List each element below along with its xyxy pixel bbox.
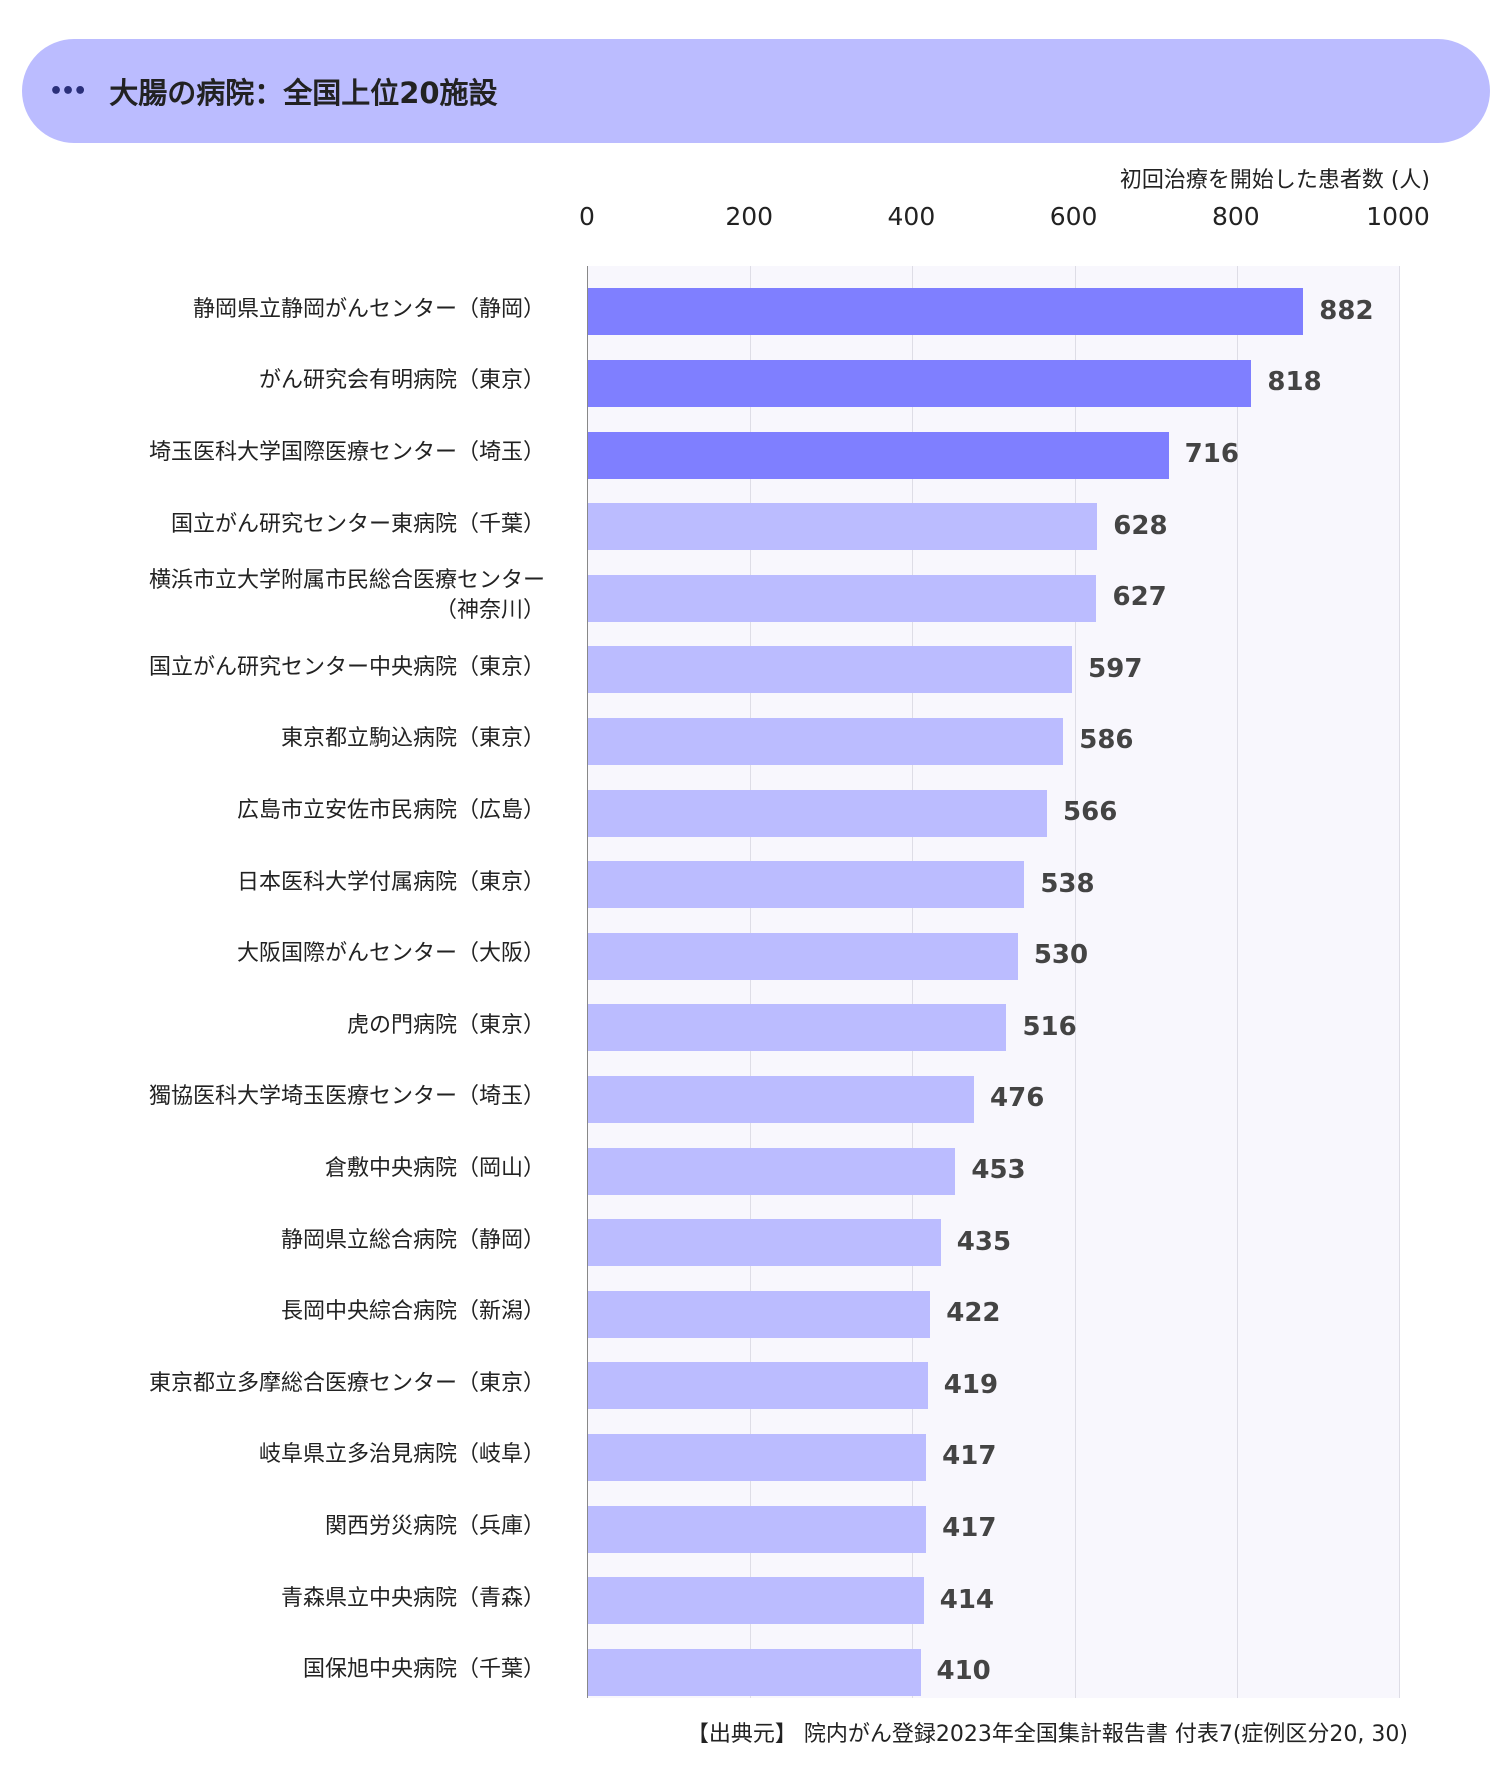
bar — [588, 359, 1252, 407]
bar — [588, 288, 1304, 336]
x-tick-label: 1000 — [1366, 202, 1430, 231]
category-label: 長岡中央綜合病院（新潟） — [281, 1297, 545, 1327]
category-label-line: 大阪国際がんセンター（大阪） — [236, 941, 545, 967]
data-label: 410 — [936, 1656, 991, 1687]
category-label-line: 横浜市立大学附属市民総合医療センター — [148, 568, 545, 594]
category-label-line: 日本医科大学付属病院（東京） — [236, 869, 545, 895]
category-label: 岐阜県立多治見病院（岐阜） — [259, 1440, 545, 1470]
data-label: 586 — [1079, 725, 1134, 756]
bar — [588, 1219, 941, 1267]
data-label: 435 — [956, 1226, 1012, 1257]
category-label: 国保旭中央病院（千葉） — [303, 1655, 545, 1685]
gridline — [1236, 266, 1238, 1698]
bar — [588, 646, 1073, 694]
data-label: 516 — [1022, 1011, 1077, 1042]
bar — [588, 861, 1025, 909]
x-tick-label: 600 — [1049, 202, 1098, 231]
gridline — [1399, 266, 1400, 1698]
bar — [588, 1147, 956, 1195]
category-label: 東京都立駒込病院（東京） — [281, 724, 545, 754]
data-label: 627 — [1112, 582, 1167, 613]
source-note: 【出典元】 院内がん登録2023年全国集計報告書 付表7(症例区分20, 30) — [686, 1722, 1408, 1747]
bar — [588, 789, 1048, 837]
bar — [588, 1075, 975, 1123]
data-label: 628 — [1113, 510, 1168, 541]
bar — [588, 1290, 931, 1338]
category-label-line: 獨協医科大学埼玉医療センター（埼玉） — [148, 1084, 545, 1110]
gridline — [912, 266, 914, 1698]
x-tick-label: 400 — [887, 202, 936, 231]
data-label: 597 — [1088, 653, 1143, 684]
category-label-line: 関西労災病院（兵庫） — [324, 1514, 545, 1539]
category-label-line: 静岡県立総合病院（静岡） — [280, 1227, 545, 1253]
category-label: 東京都立多摩総合医療センター（東京） — [149, 1369, 545, 1399]
x-tick-label: 0 — [579, 202, 595, 231]
data-label: 882 — [1319, 295, 1374, 326]
x-tick-label: 800 — [1211, 202, 1260, 231]
category-label: 大阪国際がんセンター（大阪） — [237, 939, 545, 969]
category-label: 広島市立安佐市民病院（広島） — [237, 796, 545, 826]
ellipsis-icon: ••• — [49, 78, 87, 104]
bar — [588, 1648, 921, 1696]
category-label-line: 国立がん研究センター東病院（千葉） — [170, 511, 545, 537]
category-label: 青森県立中央病院（青森） — [281, 1584, 545, 1614]
category-label-line: 倉敷中央病院（岡山） — [324, 1156, 545, 1181]
bar — [588, 1505, 927, 1553]
category-label: 関西労災病院（兵庫） — [325, 1512, 545, 1542]
x-tick-label: 200 — [725, 202, 774, 231]
category-label-line: 広島市立安佐市民病院（広島） — [236, 798, 545, 823]
bar — [588, 1362, 928, 1410]
bar — [588, 717, 1064, 765]
data-label: 417 — [942, 1441, 997, 1472]
bar — [588, 1433, 927, 1481]
gridline — [1074, 266, 1076, 1698]
category-label-line: 岐阜県立多治見病院（岐阜） — [258, 1442, 545, 1468]
category-label: 国立がん研究センター中央病院（東京） — [149, 653, 545, 683]
category-label: 虎の門病院（東京） — [347, 1011, 545, 1041]
bar — [588, 574, 1097, 622]
category-label: がん研究会有明病院（東京） — [259, 366, 545, 396]
category-label: 獨協医科大学埼玉医療センター（埼玉） — [149, 1082, 545, 1112]
category-label-line: 東京都立駒込病院（東京） — [280, 726, 545, 752]
category-label-line: 国立がん研究センター中央病院（東京） — [148, 654, 545, 680]
data-label: 530 — [1033, 940, 1089, 971]
category-label-line: 東京都立多摩総合医療センター（東京） — [148, 1370, 545, 1396]
data-label: 453 — [971, 1155, 1026, 1185]
category-label: 横浜市立大学附属市民総合医療センター （神奈川） — [149, 566, 545, 626]
category-label-line: 長岡中央綜合病院（新潟） — [280, 1299, 545, 1325]
data-label: 419 — [943, 1369, 999, 1400]
plot-area: 882 818 716 628 627 597 586 566 538 530 516 476 453 4… — [587, 266, 1400, 1698]
category-label-line: 虎の門病院（東京） — [346, 1012, 545, 1038]
x-axis-label: 初回治療を開始した患者数 (人) — [1119, 168, 1430, 193]
category-label-line: 国保旭中央病院（千葉） — [302, 1657, 545, 1683]
category-label-line: 青森県立中央病院（青森） — [280, 1585, 545, 1611]
category-label: 静岡県立静岡がんセンター（静岡） — [193, 295, 545, 325]
data-label: 417 — [942, 1513, 997, 1543]
bar — [588, 503, 1098, 551]
category-label-line: がん研究会有明病院（東京） — [258, 368, 545, 394]
bar — [588, 1577, 924, 1625]
chart-header: ••• 大腸の病院：全国上位20施設 — [22, 39, 1490, 143]
data-label: 818 — [1267, 367, 1322, 398]
category-label-line: 静岡県立静岡がんセンター（静岡） — [192, 296, 545, 322]
category-label-line: 埼玉医科大学国際医療センター（埼玉） — [148, 440, 545, 465]
data-label: 414 — [939, 1584, 995, 1615]
bar — [588, 932, 1018, 980]
data-label: 538 — [1040, 868, 1095, 899]
bar — [588, 1004, 1007, 1052]
gridline — [750, 266, 752, 1698]
category-label: 日本医科大学付属病院（東京） — [237, 868, 545, 898]
category-label-line: （神奈川） — [434, 598, 545, 624]
data-label: 566 — [1063, 797, 1118, 827]
category-label: 国立がん研究センター東病院（千葉） — [171, 510, 545, 540]
data-label: 422 — [946, 1298, 1001, 1329]
chart-title: 大腸の病院：全国上位20施設 — [109, 76, 498, 110]
category-label: 埼玉医科大学国際医療センター（埼玉） — [149, 438, 545, 468]
bar — [588, 431, 1169, 479]
data-label: 716 — [1184, 439, 1239, 469]
category-label: 倉敷中央病院（岡山） — [325, 1154, 545, 1184]
data-label: 476 — [990, 1083, 1045, 1114]
category-label: 静岡県立総合病院（静岡） — [281, 1226, 545, 1256]
